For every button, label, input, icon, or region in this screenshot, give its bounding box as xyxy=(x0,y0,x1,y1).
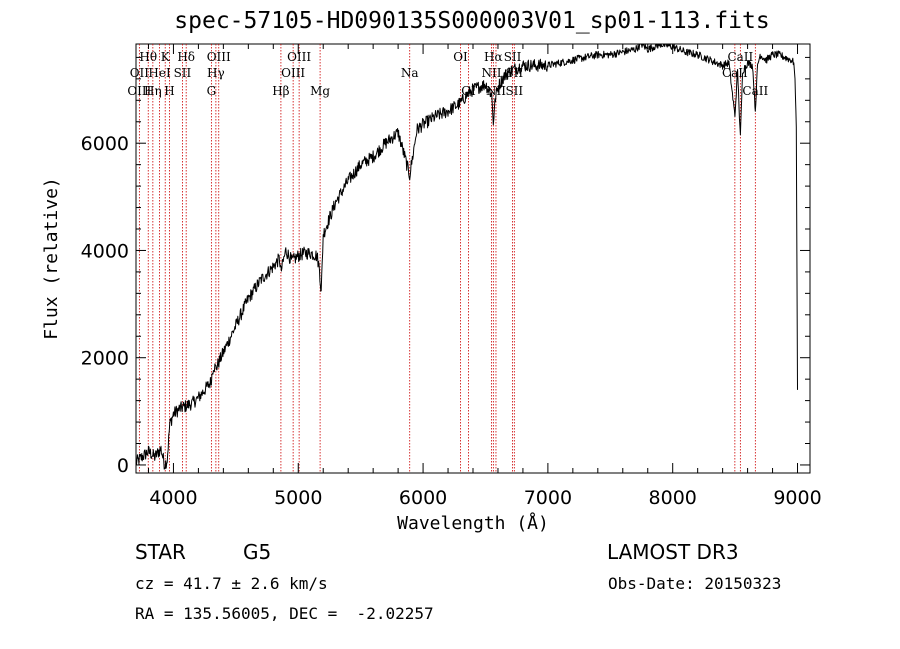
line-label: CaII xyxy=(727,50,753,64)
line-label: OIII xyxy=(127,84,151,98)
line-label: CaII xyxy=(742,84,768,98)
y-tick-label: 0 xyxy=(117,455,129,477)
y-tick-label: 6000 xyxy=(81,133,129,155)
line-label: K xyxy=(161,50,171,64)
observation-date: Obs-Date: 20150323 xyxy=(608,574,782,593)
line-label: SII xyxy=(504,50,522,64)
redshift-cz: cz = 41.7 ± 2.6 km/s xyxy=(135,574,328,593)
spectrum-line xyxy=(135,43,798,470)
x-tick-label: 9000 xyxy=(773,487,821,509)
line-label: NII xyxy=(481,66,501,80)
subclass: G5 xyxy=(243,540,272,564)
coordinates: RA = 135.56005, DEC = -2.02257 xyxy=(135,604,434,623)
y-tick-label: 4000 xyxy=(81,240,129,262)
line-label: Hθ xyxy=(139,50,157,64)
object-class: STAR xyxy=(135,540,186,564)
line-label: SII xyxy=(505,66,523,80)
line-label: OII xyxy=(130,66,150,80)
line-label: OI xyxy=(453,50,468,64)
line-label: OIII xyxy=(207,50,231,64)
line-label: Hα xyxy=(484,50,503,64)
survey-name: LAMOST DR3 xyxy=(607,540,739,564)
line-label: Hβ xyxy=(272,84,289,98)
x-tick-label: 8000 xyxy=(649,487,697,509)
plot-frame xyxy=(135,43,811,474)
line-label: OIII xyxy=(287,50,311,64)
line-label: CaII xyxy=(722,66,748,80)
line-label: Hγ xyxy=(207,66,225,80)
line-label: HeI xyxy=(148,66,171,80)
line-label: H xyxy=(164,84,174,98)
line-label: OI xyxy=(461,84,476,98)
x-axis-label: Wavelength (Å) xyxy=(397,512,549,534)
x-tick-label: 5000 xyxy=(274,487,322,509)
line-label: G xyxy=(207,84,217,98)
x-tick-label: 4000 xyxy=(149,487,197,509)
chart-title: spec-57105-HD090135S000003V01_sp01-113.f… xyxy=(174,8,770,34)
y-tick-label: 2000 xyxy=(81,348,129,370)
line-label: Hη xyxy=(144,84,162,98)
line-label: Mg xyxy=(310,84,330,98)
line-label: SII xyxy=(174,66,192,80)
line-label: OIII xyxy=(281,66,305,80)
y-axis-label: Flux (relative) xyxy=(41,177,62,340)
x-tick-label: 6000 xyxy=(399,487,447,509)
x-tick-label: 7000 xyxy=(524,487,572,509)
line-label: Hδ xyxy=(177,50,195,64)
line-label: SII xyxy=(505,84,523,98)
line-label: Na xyxy=(401,66,419,80)
line-label: NII xyxy=(486,84,506,98)
